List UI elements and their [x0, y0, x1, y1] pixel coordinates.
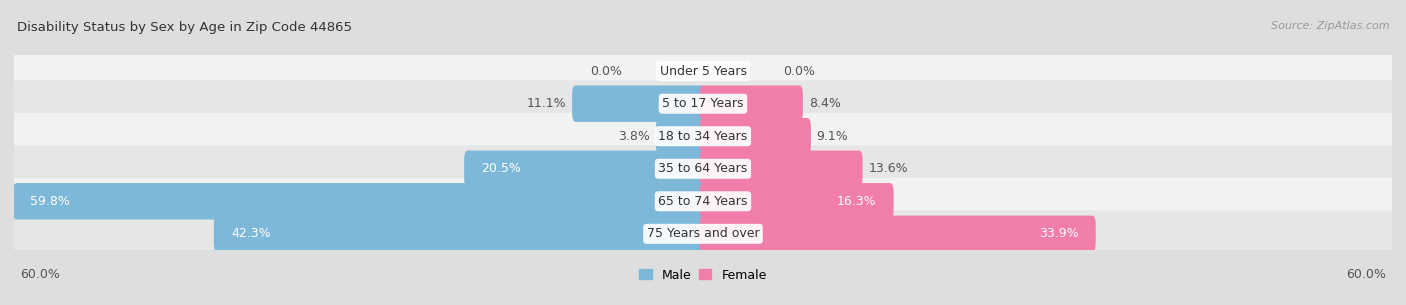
Text: 20.5%: 20.5%: [481, 162, 522, 175]
Text: 60.0%: 60.0%: [1347, 268, 1386, 281]
FancyBboxPatch shape: [11, 80, 1395, 127]
Text: 65 to 74 Years: 65 to 74 Years: [658, 195, 748, 208]
FancyBboxPatch shape: [11, 210, 1395, 257]
FancyBboxPatch shape: [11, 48, 1395, 95]
Text: 0.0%: 0.0%: [783, 65, 815, 78]
Text: 75 Years and over: 75 Years and over: [647, 227, 759, 240]
FancyBboxPatch shape: [657, 118, 706, 154]
FancyBboxPatch shape: [464, 151, 706, 187]
Text: Disability Status by Sex by Age in Zip Code 44865: Disability Status by Sex by Age in Zip C…: [17, 21, 352, 34]
Text: 8.4%: 8.4%: [808, 97, 841, 110]
Text: 5 to 17 Years: 5 to 17 Years: [662, 97, 744, 110]
Legend: Male, Female: Male, Female: [634, 264, 772, 287]
Text: Source: ZipAtlas.com: Source: ZipAtlas.com: [1271, 21, 1389, 31]
FancyBboxPatch shape: [700, 151, 863, 187]
Text: Under 5 Years: Under 5 Years: [659, 65, 747, 78]
FancyBboxPatch shape: [700, 85, 803, 122]
FancyBboxPatch shape: [11, 113, 1395, 160]
Text: 0.0%: 0.0%: [591, 65, 623, 78]
FancyBboxPatch shape: [700, 216, 1095, 252]
Text: 13.6%: 13.6%: [869, 162, 908, 175]
Text: 18 to 34 Years: 18 to 34 Years: [658, 130, 748, 143]
FancyBboxPatch shape: [572, 85, 706, 122]
Text: 59.8%: 59.8%: [30, 195, 70, 208]
Text: 33.9%: 33.9%: [1039, 227, 1078, 240]
FancyBboxPatch shape: [13, 183, 706, 220]
Text: 9.1%: 9.1%: [817, 130, 848, 143]
FancyBboxPatch shape: [700, 183, 894, 220]
FancyBboxPatch shape: [700, 118, 811, 154]
FancyBboxPatch shape: [11, 178, 1395, 225]
Text: 35 to 64 Years: 35 to 64 Years: [658, 162, 748, 175]
FancyBboxPatch shape: [214, 216, 706, 252]
Text: 3.8%: 3.8%: [619, 130, 650, 143]
Text: 11.1%: 11.1%: [527, 97, 567, 110]
Text: 16.3%: 16.3%: [837, 195, 876, 208]
Text: 42.3%: 42.3%: [231, 227, 271, 240]
Text: 60.0%: 60.0%: [20, 268, 59, 281]
FancyBboxPatch shape: [11, 145, 1395, 192]
